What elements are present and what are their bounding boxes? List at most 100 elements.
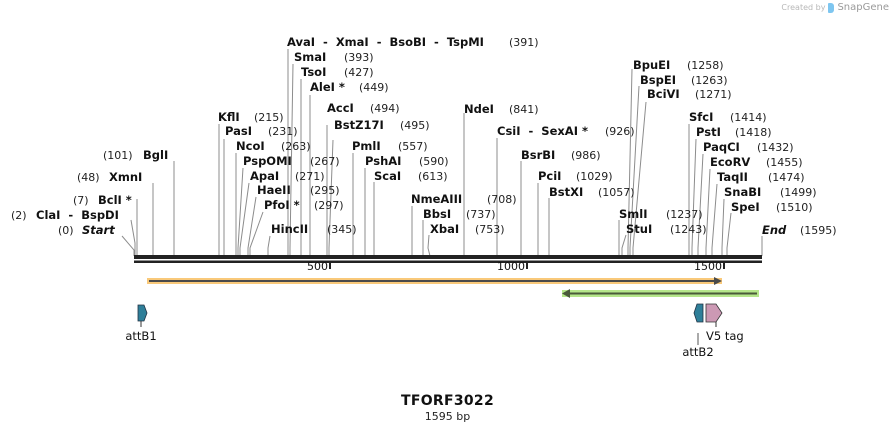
enzyme-scai[interactable]: ScaI (613) <box>374 169 448 183</box>
enzyme-ndei[interactable]: NdeI (841) <box>464 102 539 116</box>
svg-text:PfoI *: PfoI * <box>264 198 300 212</box>
enzyme-xmni[interactable]: (48) XmnI <box>77 170 142 184</box>
svg-text:AvaI - XmaI - BsoBI - Ts: AvaI - XmaI - BsoBI - TspMI <box>287 35 484 49</box>
enzyme-bgli[interactable]: (101) BglI <box>103 148 168 162</box>
enzyme-bcli[interactable]: (7) BclI * <box>73 193 132 207</box>
tick-label-1000: 1000 <box>497 260 525 273</box>
enzyme-paqci[interactable]: PaqCI (1432) <box>703 140 794 154</box>
svg-text:(2): (2) <box>11 209 27 222</box>
tick-label-500: 500 <box>307 260 328 273</box>
svg-text:(1263): (1263) <box>691 74 728 87</box>
svg-text:BclI *: BclI * <box>98 193 132 207</box>
tick-label-1500: 1500 <box>694 260 722 273</box>
enzyme-nmeaiii[interactable]: NmeAIII (708) <box>411 192 517 206</box>
enzyme-apai[interactable]: ApaI (271) <box>250 169 325 183</box>
enzyme-ncoi[interactable]: NcoI (263) <box>236 139 311 153</box>
svg-text:PmlI: PmlI <box>352 139 381 153</box>
orf-forward[interactable] <box>147 277 722 285</box>
enzyme-stui[interactable]: StuI (1243) <box>626 222 707 236</box>
feature-attB1[interactable]: attB1 <box>125 304 157 343</box>
feature-label-v5-tag: V5 tag <box>706 329 744 343</box>
enzyme-bcivi[interactable]: BciVI (1271) <box>647 87 732 101</box>
svg-text:SpeI: SpeI <box>731 200 760 214</box>
enzyme-pshai[interactable]: PshAI (590) <box>365 154 449 168</box>
credit-prefix: Created by <box>781 3 826 12</box>
svg-text:(345): (345) <box>327 223 357 236</box>
feature-label-attb2: attB2 <box>682 345 713 359</box>
tick-1500 <box>723 262 725 269</box>
svg-text:(295): (295) <box>310 184 340 197</box>
svg-text:(1057): (1057) <box>598 186 635 199</box>
svg-text:AccI: AccI <box>327 101 354 115</box>
svg-text:StuI: StuI <box>626 222 652 236</box>
svg-text:TsoI: TsoI <box>301 65 326 79</box>
enzyme-clai-bspdi[interactable]: (2) ClaI - BspDI <box>11 208 119 222</box>
enzyme-kfli[interactable]: KflI (215) <box>218 110 284 124</box>
enzyme-pfoi[interactable]: PfoI * (297) <box>264 198 344 212</box>
enzyme-tsoi[interactable]: TsoI (427) <box>301 65 374 79</box>
feature-v5-tag[interactable]: V5 tag <box>705 303 744 343</box>
enzyme-bstxi[interactable]: BstXI (1057) <box>549 185 635 199</box>
enzyme-bspei[interactable]: BspEI (1263) <box>640 73 728 87</box>
svg-text:BstZ17I: BstZ17I <box>334 118 384 132</box>
enzyme-smai[interactable]: SmaI (393) <box>294 50 374 64</box>
enzyme-csii-sexai[interactable]: CsiI - SexAI * (926) <box>497 124 635 138</box>
svg-text:(495): (495) <box>400 119 430 132</box>
svg-text:BstXI: BstXI <box>549 185 583 199</box>
enzyme-bsrbi[interactable]: BsrBI (986) <box>521 148 601 162</box>
enzyme-ecorv[interactable]: EcoRV (1455) <box>710 155 803 169</box>
svg-text:PaqCI: PaqCI <box>703 140 740 154</box>
svg-text:(297): (297) <box>314 199 344 212</box>
enzyme-sfci[interactable]: SfcI (1414) <box>689 110 767 124</box>
svg-text:(0): (0) <box>58 224 74 237</box>
enzyme-bstz17i[interactable]: BstZ17I (495) <box>334 118 430 132</box>
enzyme-xbai[interactable]: XbaI (753) <box>430 222 505 236</box>
svg-text:AleI *: AleI * <box>310 80 345 94</box>
enzyme-bbsi[interactable]: BbsI (737) <box>423 207 496 221</box>
enzyme-psti[interactable]: PstI (1418) <box>696 125 772 139</box>
enzyme-bpuei[interactable]: BpuEI (1258) <box>633 58 724 72</box>
svg-text:Start: Start <box>82 223 115 237</box>
v5-tag-arrow-icon <box>705 303 723 323</box>
attb2-arrow-icon <box>693 303 704 323</box>
enzyme-pmli[interactable]: PmlI (557) <box>352 139 428 153</box>
svg-text:BsrBI: BsrBI <box>521 148 555 162</box>
svg-text:(427): (427) <box>344 66 374 79</box>
enzyme-haeii[interactable]: HaeII (295) <box>257 183 340 197</box>
enzyme-snabi[interactable]: SnaBI (1499) <box>724 185 817 199</box>
svg-text:(267): (267) <box>310 155 340 168</box>
feature-label-attb1: attB1 <box>125 329 156 343</box>
sequence-backbone <box>134 255 762 263</box>
svg-text:NmeAIII: NmeAIII <box>411 192 462 206</box>
feature-attB2[interactable]: attB2 <box>682 303 714 359</box>
tick-500 <box>329 262 331 269</box>
svg-text:(101): (101) <box>103 149 133 162</box>
enzyme-spei[interactable]: SpeI (1510) <box>731 200 813 214</box>
svg-text:(737): (737) <box>466 208 496 221</box>
enzyme-alei[interactable]: AleI * (449) <box>310 80 389 94</box>
enzyme-pcii[interactable]: PciI (1029) <box>538 169 613 183</box>
svg-text:(1271): (1271) <box>695 88 732 101</box>
svg-text:(1499): (1499) <box>780 186 817 199</box>
svg-text:(753): (753) <box>475 223 505 236</box>
svg-text:SfcI: SfcI <box>689 110 713 124</box>
orf-reverse[interactable] <box>562 289 759 298</box>
enzyme-taqii[interactable]: TaqII (1474) <box>717 170 805 184</box>
enzyme-pspomi[interactable]: PspOMI (267) <box>243 154 340 168</box>
enzyme-pasi[interactable]: PasI (231) <box>225 124 298 138</box>
svg-text:KflI: KflI <box>218 110 240 124</box>
enzyme-hincii[interactable]: HincII (345) <box>271 222 357 236</box>
svg-text:(1455): (1455) <box>766 156 803 169</box>
enzyme-avai-xmai-bsobi-tspmi[interactable]: AvaI - XmaI - BsoBI - TspMI (391) <box>287 35 539 49</box>
enzyme-end[interactable]: End (1595) <box>762 223 837 237</box>
enzyme-start[interactable]: (0) Start <box>58 223 115 237</box>
svg-text:(1237): (1237) <box>666 208 703 221</box>
svg-text:EcoRV: EcoRV <box>710 155 750 169</box>
svg-text:(263): (263) <box>281 140 311 153</box>
enzyme-smli[interactable]: SmlI (1237) <box>619 207 703 221</box>
snapgene-credit: Created by SnapGene <box>781 2 889 13</box>
svg-text:XmnI: XmnI <box>109 170 142 184</box>
svg-text:SmlI: SmlI <box>619 207 648 221</box>
enzyme-acci[interactable]: AccI (494) <box>327 101 400 115</box>
